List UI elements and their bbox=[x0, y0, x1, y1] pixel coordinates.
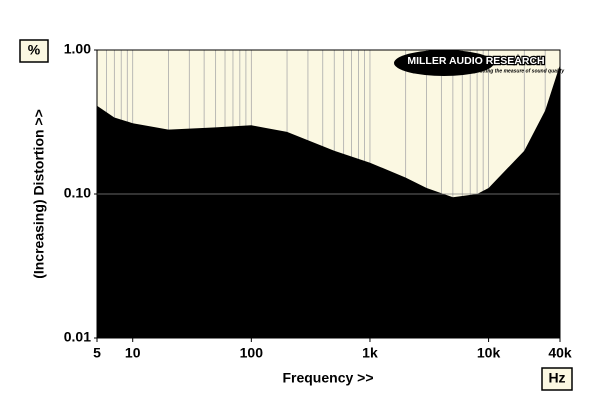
x-tick-label: 10k bbox=[477, 345, 501, 361]
y-axis-label: (Increasing) Distortion >> bbox=[31, 109, 47, 279]
plot-area bbox=[96, 49, 561, 339]
y-unit-box bbox=[19, 39, 49, 63]
y-tick-label: 0.10 bbox=[64, 185, 91, 201]
x-axis-label: Frequency >> bbox=[282, 370, 373, 386]
y-tick-label: 0.01 bbox=[64, 329, 91, 345]
x-tick-label: 5 bbox=[93, 345, 101, 361]
logo: MILLER AUDIO RESEARCH Getting the measur… bbox=[394, 50, 564, 76]
y-tick-label: 1.00 bbox=[64, 41, 91, 57]
x-unit: Hz bbox=[548, 370, 565, 386]
x-tick-label: 10 bbox=[125, 345, 141, 361]
logo-badge bbox=[394, 50, 494, 76]
x-tick-label: 1k bbox=[362, 345, 378, 361]
x-unit-box bbox=[541, 367, 573, 391]
y-unit: % bbox=[28, 42, 41, 58]
distortion-area bbox=[97, 64, 560, 338]
logo-tagline: Getting the measure of sound quality bbox=[476, 68, 565, 74]
x-tick-label: 40k bbox=[548, 345, 572, 361]
logo-text: MILLER AUDIO RESEARCH bbox=[407, 55, 544, 67]
x-tick-label: 100 bbox=[240, 345, 264, 361]
